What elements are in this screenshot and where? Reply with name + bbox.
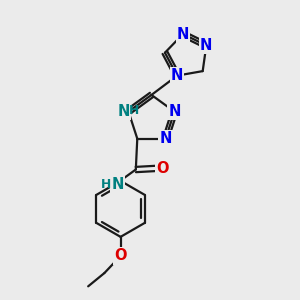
Text: H: H: [128, 104, 139, 117]
Text: N: N: [111, 177, 124, 192]
Text: H: H: [101, 178, 112, 191]
Text: N: N: [200, 38, 212, 53]
Text: N: N: [171, 68, 183, 83]
Text: N: N: [160, 131, 172, 146]
Text: O: O: [114, 248, 127, 263]
Text: O: O: [156, 160, 169, 175]
Text: N: N: [168, 104, 181, 119]
Text: N: N: [177, 26, 189, 41]
Text: N: N: [118, 104, 130, 119]
